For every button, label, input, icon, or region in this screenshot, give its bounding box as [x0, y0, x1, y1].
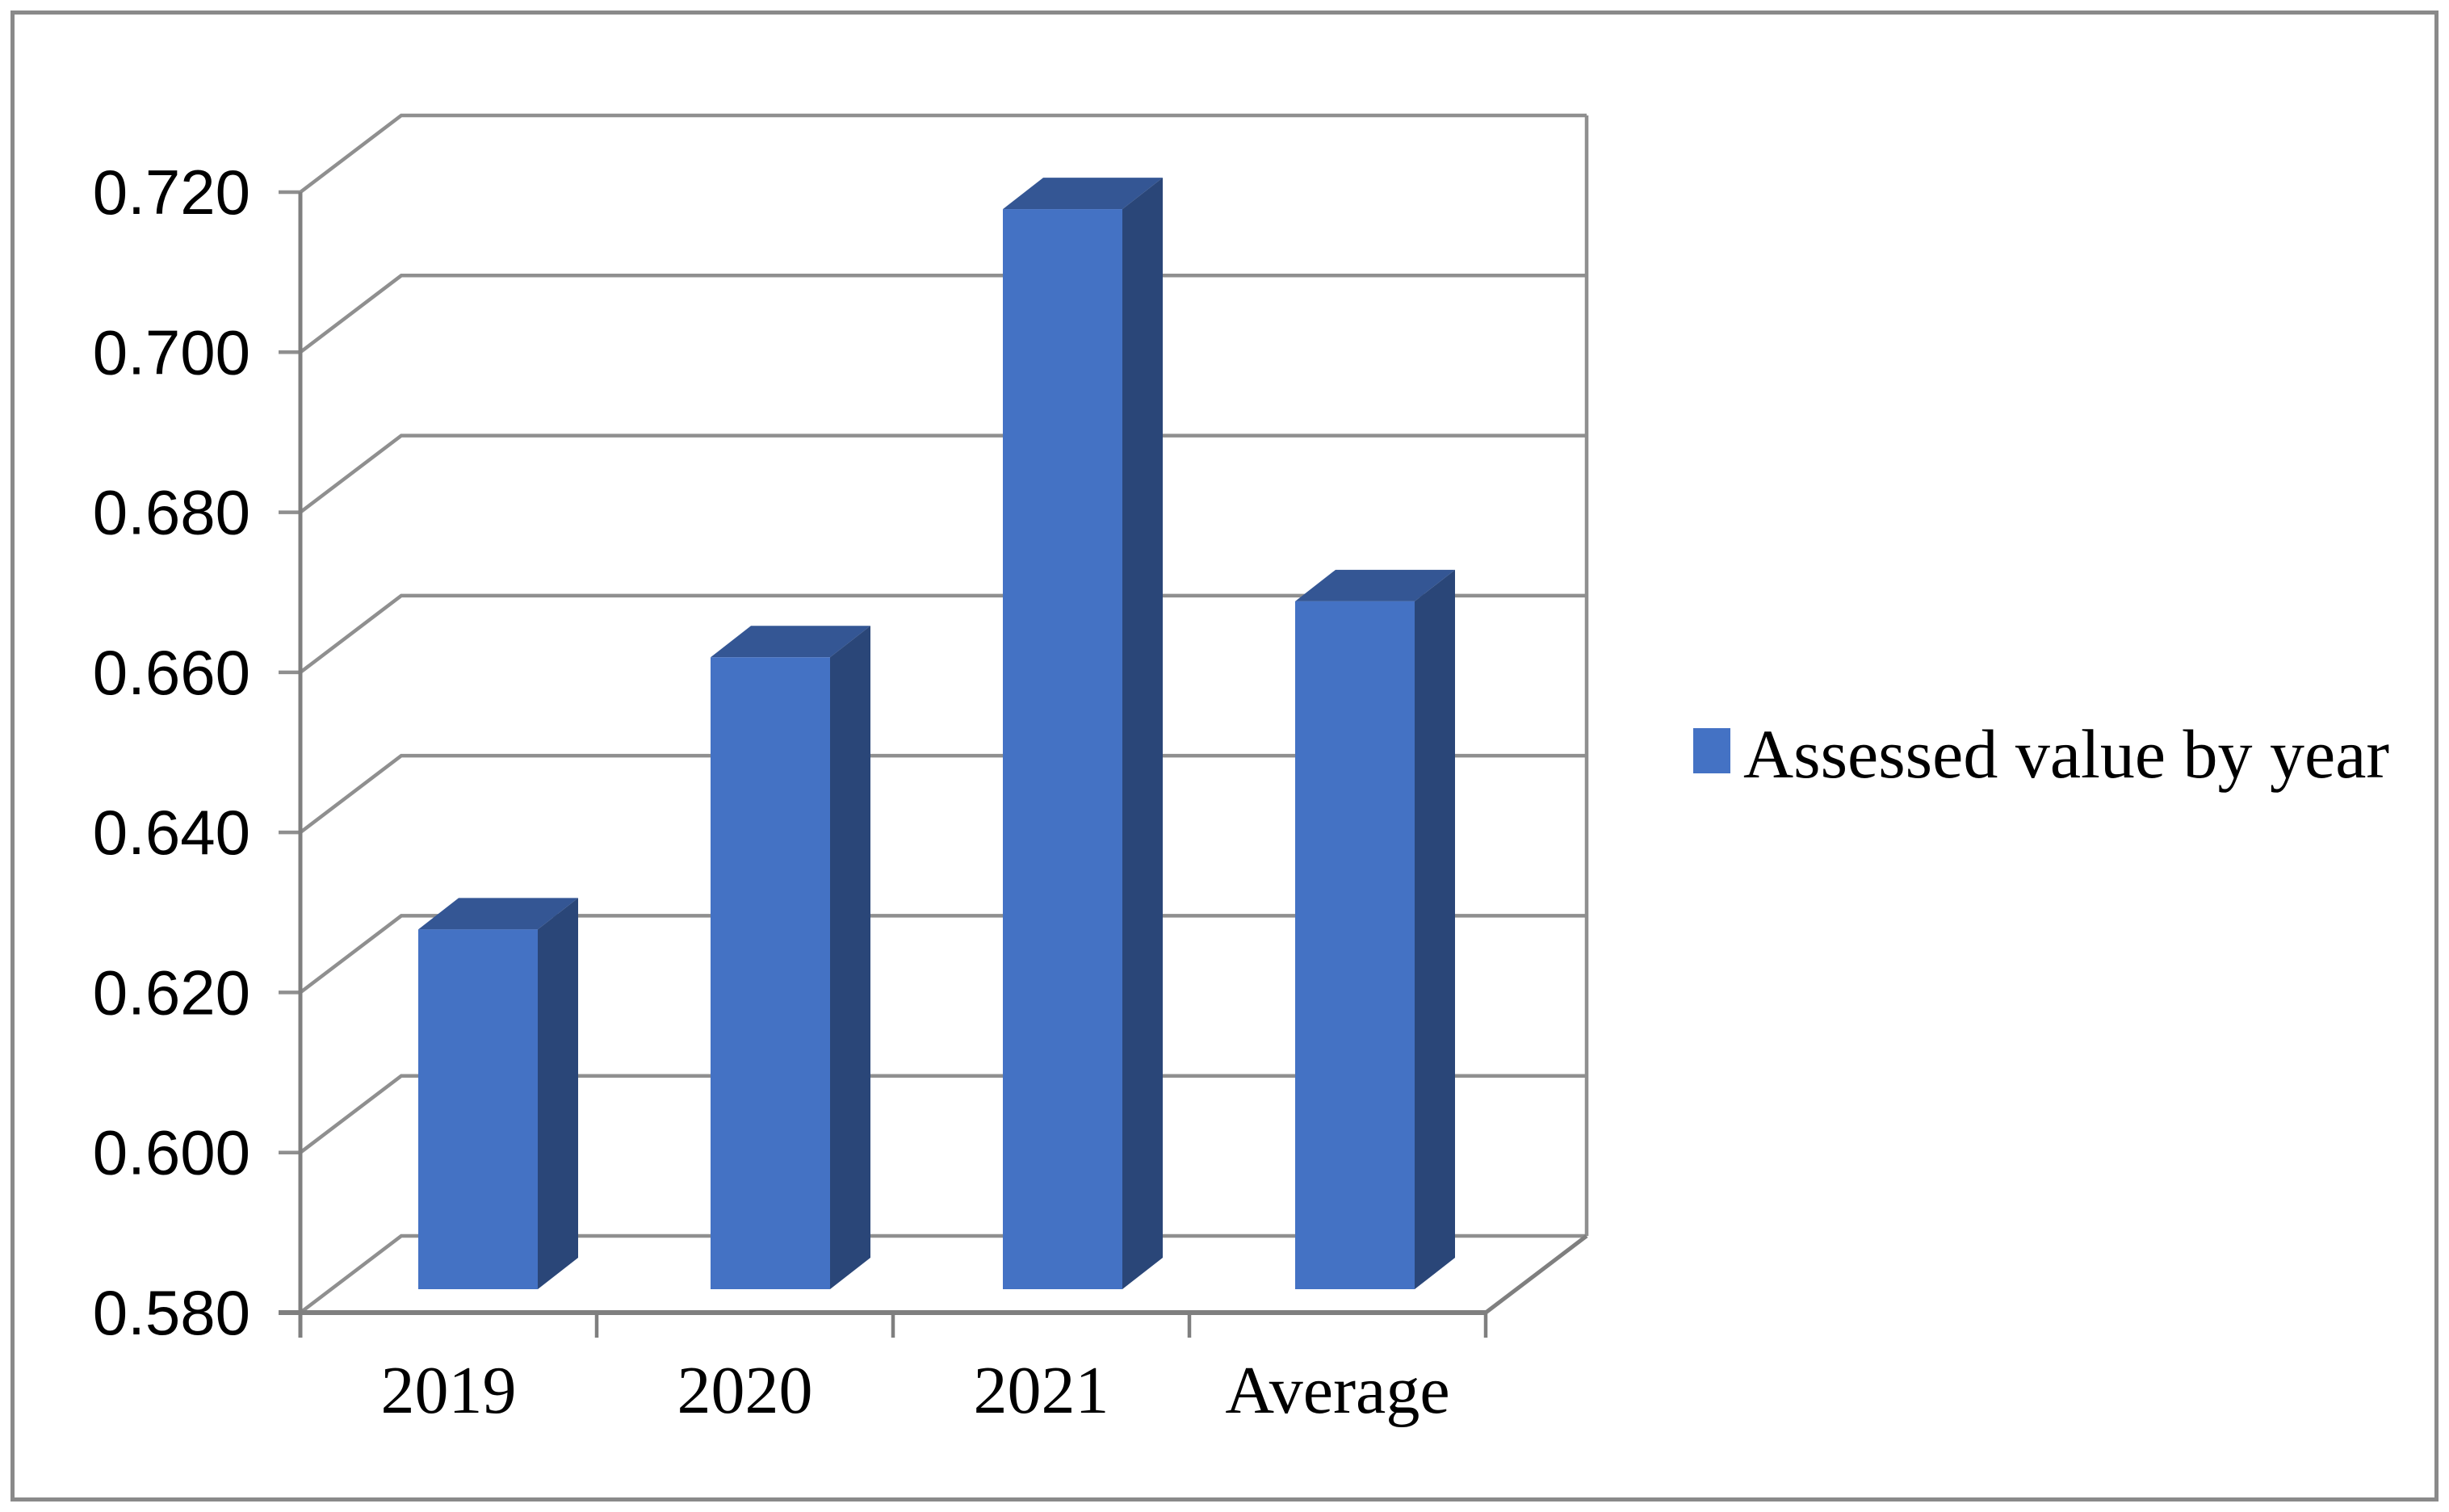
y-tick-label: 0.680 — [93, 477, 250, 548]
gridline — [279, 113, 1587, 195]
y-tick-label: 0.660 — [93, 637, 250, 708]
bar-top-face — [1003, 178, 1163, 210]
y-tick-label: 0.580 — [93, 1277, 250, 1348]
legend-label: Assessed value by year — [1743, 715, 2390, 793]
bar-front-face — [711, 657, 830, 1289]
gridline — [279, 274, 1587, 354]
bar-2020 — [711, 626, 870, 1289]
x-axis-labels: 2019 2020 2021 Average — [381, 1353, 1450, 1428]
bar-front-face — [1295, 601, 1415, 1289]
bar-average — [1295, 569, 1455, 1289]
x-category-label: 2021 — [974, 1353, 1109, 1428]
y-tick-label: 0.720 — [93, 157, 250, 228]
bar-side-face — [1415, 569, 1455, 1289]
legend: Assessed value by year — [1693, 718, 2389, 790]
bar-2019 — [418, 898, 578, 1289]
bar-side-face — [830, 626, 870, 1289]
y-tick-label: 0.600 — [93, 1117, 250, 1188]
y-tick-label: 0.700 — [93, 316, 250, 387]
bar-side-face — [1122, 178, 1163, 1290]
gridline — [279, 753, 1587, 835]
legend-marker-icon — [1693, 728, 1730, 773]
floor-right-edge — [1484, 1234, 1588, 1314]
bar-top-face — [711, 626, 870, 658]
y-tick-label: 0.640 — [93, 797, 250, 868]
y-tick-label: 0.620 — [93, 957, 250, 1028]
x-category-label: Average — [1225, 1353, 1449, 1428]
bar-top-face — [1295, 569, 1455, 601]
x-category-label: 2019 — [381, 1353, 517, 1428]
gridline — [279, 914, 1587, 995]
gridlines — [279, 113, 1589, 1315]
bars — [418, 178, 1455, 1290]
bar-side-face — [538, 898, 578, 1289]
gridline — [279, 593, 1587, 675]
gridline — [279, 433, 1587, 514]
bar-front-face — [418, 929, 538, 1289]
bar-2021 — [1003, 178, 1163, 1290]
gridline — [279, 1074, 1587, 1154]
axes — [279, 192, 1588, 1338]
bar-top-face — [418, 898, 578, 930]
bar-front-face — [1003, 209, 1122, 1290]
y-axis-labels: 0.580 0.600 0.620 0.640 0.660 0.680 0.700 0.720 — [93, 157, 250, 1348]
x-category-label: 2020 — [677, 1353, 813, 1428]
